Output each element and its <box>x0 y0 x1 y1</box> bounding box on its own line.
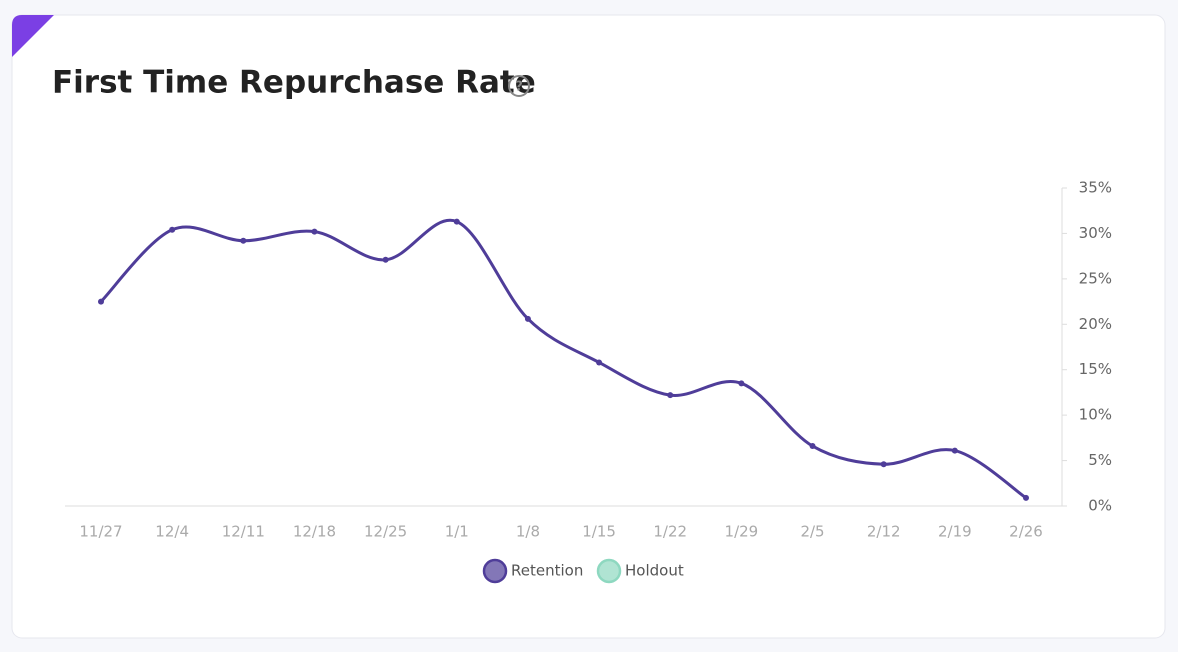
x-tick-label: 2/5 <box>800 523 824 541</box>
x-tick-label: 2/19 <box>938 523 972 541</box>
point <box>524 315 531 322</box>
legend-swatch <box>596 558 622 584</box>
legend-label: Holdout <box>625 562 684 580</box>
x-tick-label: 12/25 <box>364 523 407 541</box>
x-tick-label: 1/1 <box>445 523 469 541</box>
point <box>596 359 603 366</box>
point <box>738 380 745 387</box>
point <box>382 256 389 263</box>
x-tick-label: 1/15 <box>582 523 616 541</box>
corner-accent <box>12 15 54 57</box>
card <box>11 14 1166 639</box>
x-tick-label: 12/4 <box>155 523 189 541</box>
legend-swatch <box>482 558 508 584</box>
x-tick-label: 2/26 <box>1009 523 1043 541</box>
y-tick-label: 5% <box>1088 451 1112 469</box>
chart-title: First Time Repurchase Rate <box>52 65 536 101</box>
point <box>880 461 887 468</box>
point <box>98 298 104 305</box>
x-tick-label: 1/29 <box>725 523 759 541</box>
svg-text:?: ? <box>515 80 523 95</box>
x-tick-label: 11/27 <box>79 523 122 541</box>
y-tick-label: 25% <box>1079 269 1112 287</box>
y-tick-label: 20% <box>1079 315 1112 333</box>
y-tick-label: 0% <box>1088 497 1112 515</box>
y-tick-label: 15% <box>1079 360 1112 378</box>
point <box>809 443 816 450</box>
x-tick-label: 1/8 <box>516 523 540 541</box>
x-tick-label: 12/18 <box>293 523 336 541</box>
point <box>311 228 318 235</box>
help-icon[interactable]: ? <box>508 75 530 97</box>
legend-label: Retention <box>511 562 583 580</box>
y-tick-label: 30% <box>1079 224 1112 242</box>
x-tick-label: 12/11 <box>222 523 265 541</box>
point <box>169 226 176 233</box>
x-tick-label: 2/12 <box>867 523 901 541</box>
point <box>453 218 460 225</box>
point <box>667 392 674 399</box>
point <box>1023 494 1029 501</box>
point <box>951 447 958 454</box>
y-tick-label: 10% <box>1079 406 1112 424</box>
point <box>240 237 247 244</box>
y-tick-label: 35% <box>1079 179 1112 197</box>
x-tick-label: 1/22 <box>653 523 687 541</box>
